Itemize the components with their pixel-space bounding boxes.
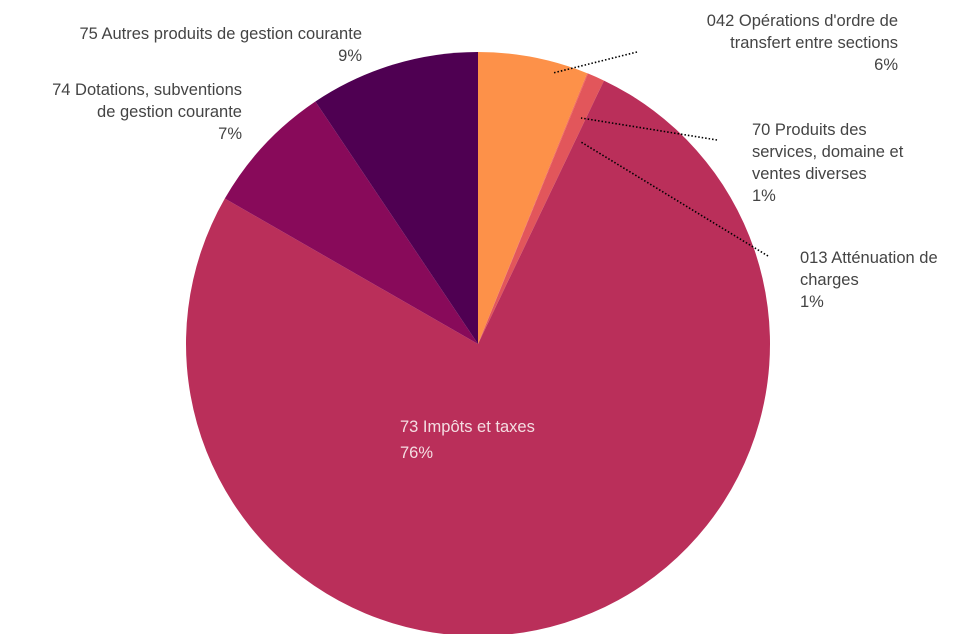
slice-label-line: transfert entre sections [730, 34, 898, 52]
slice-label-line: 013 Atténuation de [800, 249, 938, 267]
slice-label: 75 Autres produits de gestion courante 9% [79, 25, 362, 65]
slice-percent: 1% [800, 293, 824, 311]
slice-label-line: 042 Opérations d'ordre de [707, 12, 898, 30]
slice-label: 013 Atténuation de charges 1% [800, 249, 938, 311]
slice-label: 042 Opérations d'ordre de transfert entre… [707, 12, 899, 74]
slice-label-line: 75 Autres produits de gestion courante [79, 25, 362, 43]
pie-labels: 042 Opérations d'ordre de transfert entre… [52, 12, 938, 462]
slice-label: 74 Dotations, subventions de gestion cour… [52, 81, 242, 143]
slice-label-line: ventes diverses [752, 165, 867, 183]
leader-line [580, 141, 769, 257]
pie-slice [478, 73, 604, 344]
slice-label: 70 Produits des services, domaine et vente… [752, 121, 904, 205]
pie-slice [315, 52, 478, 344]
slice-percent: 1% [752, 187, 776, 205]
pie-slices [186, 52, 771, 637]
pie-slice [224, 101, 478, 344]
slice-label: 73 Impôts et taxes 76% [400, 418, 535, 462]
pie-slice [186, 80, 771, 637]
pie-slice [478, 52, 588, 344]
slice-percent: 9% [338, 47, 362, 65]
pie-slice [478, 73, 589, 344]
slice-label-line: 73 Impôts et taxes [400, 418, 535, 436]
slice-label-line: services, domaine et [752, 143, 904, 161]
slice-label-line: 74 Dotations, subventions [52, 81, 242, 99]
slice-label-line: 70 Produits des [752, 121, 867, 139]
slice-percent: 76% [400, 444, 433, 462]
slice-label-line: de gestion courante [97, 103, 242, 121]
slice-label-line: charges [800, 271, 859, 289]
slice-percent: 6% [874, 56, 898, 74]
leader-line [552, 51, 638, 74]
slice-percent: 7% [218, 125, 242, 143]
